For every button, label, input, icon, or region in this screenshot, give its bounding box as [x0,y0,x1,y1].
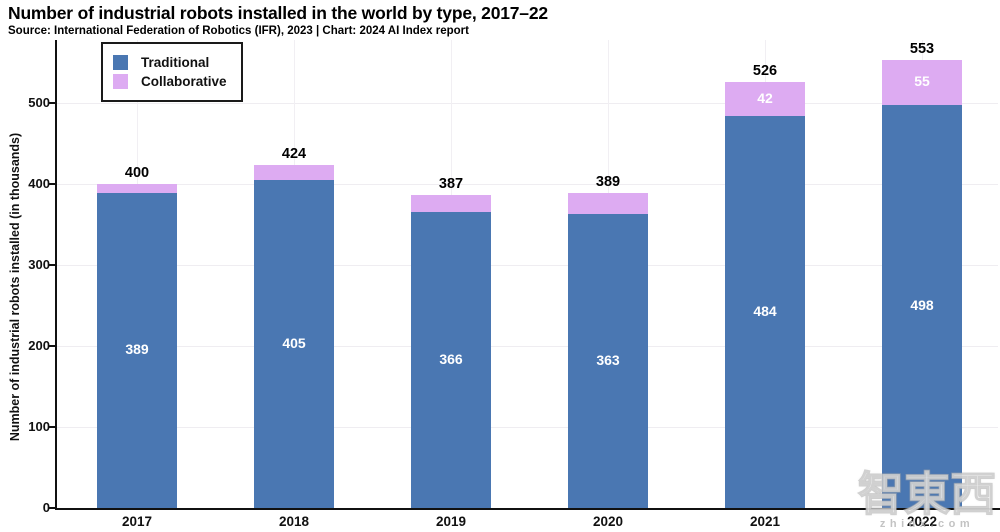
legend-label: Collaborative [141,74,227,89]
y-tick-label: 300 [28,257,50,272]
bar-traditional-2017 [97,192,177,508]
x-axis-line [55,508,1000,510]
traditional-value-label: 366 [439,350,463,367]
bar-traditional-2020 [568,213,648,508]
y-gridline [57,183,998,185]
total-value-label: 387 [438,175,464,192]
x-tick-label-2017: 2017 [121,514,153,529]
y-gridline [57,264,998,266]
bar-collaborative-2021 [725,81,805,116]
y-tick-mark [49,426,55,428]
y-tick-label: 100 [28,419,50,434]
legend-swatch-traditional [113,55,128,70]
bar-traditional-2021 [725,115,805,508]
x-tick-label-2019: 2019 [435,514,467,529]
y-tick-mark [49,264,55,266]
x-tick-label-2020: 2020 [592,514,624,529]
total-value-label: 400 [124,165,150,181]
traditional-value-label: 363 [596,351,620,368]
x-tick-label-2022: 2022 [906,514,938,529]
y-tick-label: 0 [42,500,50,515]
collaborative-value-label: 42 [757,89,773,106]
bar-collaborative-2019 [411,194,491,212]
bar-collaborative-2017 [97,184,177,193]
total-value-label: 526 [752,62,778,79]
legend-item-collaborative: Collaborative [113,74,227,89]
bar-traditional-2019 [411,211,491,508]
legend-item-traditional: Traditional [113,55,227,70]
legend-label: Traditional [141,55,210,70]
y-tick-label: 200 [28,338,50,353]
legend-swatch-collaborative [113,74,128,89]
y-axis-line [55,40,57,510]
x-tick-label-2021: 2021 [749,514,781,529]
y-tick-label: 400 [28,176,50,191]
total-value-label: 389 [595,173,621,190]
total-value-label: 553 [909,41,935,58]
y-gridline [57,102,998,104]
y-gridline [57,345,998,347]
y-tick-mark [49,345,55,347]
traditional-value-label: 498 [910,297,934,314]
x-tick-label-2018: 2018 [278,514,310,529]
y-tick-label: 500 [28,95,50,110]
y-tick-mark [49,102,55,104]
total-value-label: 424 [281,145,307,162]
traditional-value-label: 405 [282,334,306,351]
y-tick-mark [49,183,55,185]
traditional-value-label: 389 [125,341,149,358]
collaborative-value-label: 55 [914,73,930,90]
bar-collaborative-2018 [254,164,334,180]
bar-collaborative-2022 [882,60,962,105]
bar-traditional-2022 [882,104,962,508]
chart-title: Number of industrial robots installed in… [8,3,548,23]
y-tick-mark [49,507,55,509]
chart-source-line: Source: International Federation of Robo… [8,25,469,37]
bar-collaborative-2020 [568,192,648,214]
bar-traditional-2018 [254,179,334,508]
traditional-value-label: 484 [753,302,777,319]
legend: Traditional Collaborative [101,42,243,102]
y-gridline [57,426,998,428]
